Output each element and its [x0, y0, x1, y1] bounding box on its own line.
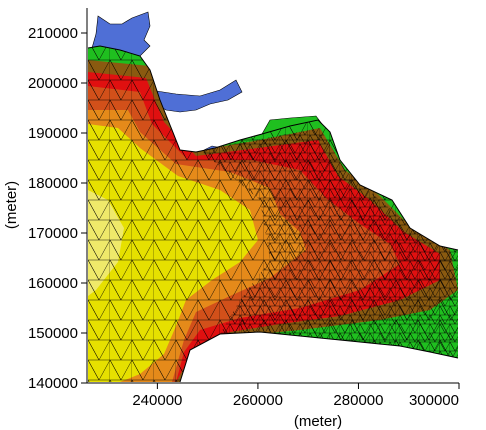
y-tick-label: 150000	[28, 325, 78, 342]
y-tick-label: 180000	[28, 175, 78, 192]
x-axis-title: (meter)	[294, 413, 342, 430]
y-tick-label: 200000	[28, 75, 78, 92]
y-tick-label: 160000	[28, 275, 78, 292]
x-ticks: 240000 260000 280000 300000	[132, 383, 460, 409]
plot-area	[87, 11, 459, 383]
y-tick-label: 140000	[28, 375, 78, 392]
y-tick-label: 210000	[28, 25, 78, 42]
x-tick-label: 260000	[233, 392, 283, 409]
y-ticks: 140000 150000 160000 170000 180000 190000 2000…	[28, 25, 87, 392]
x-tick-label: 300000	[409, 392, 459, 409]
y-axis-title: (meter)	[3, 181, 20, 229]
x-tick-label: 240000	[132, 392, 182, 409]
coastline	[87, 45, 459, 383]
mesh-fine-zone	[200, 128, 458, 358]
y-tick-label: 190000	[28, 125, 78, 142]
y-tick-label: 170000	[28, 225, 78, 242]
axes: 140000 150000 160000 170000 180000 190000 2000…	[28, 8, 460, 409]
bay-northeast	[149, 79, 243, 113]
x-tick-label: 280000	[333, 392, 383, 409]
